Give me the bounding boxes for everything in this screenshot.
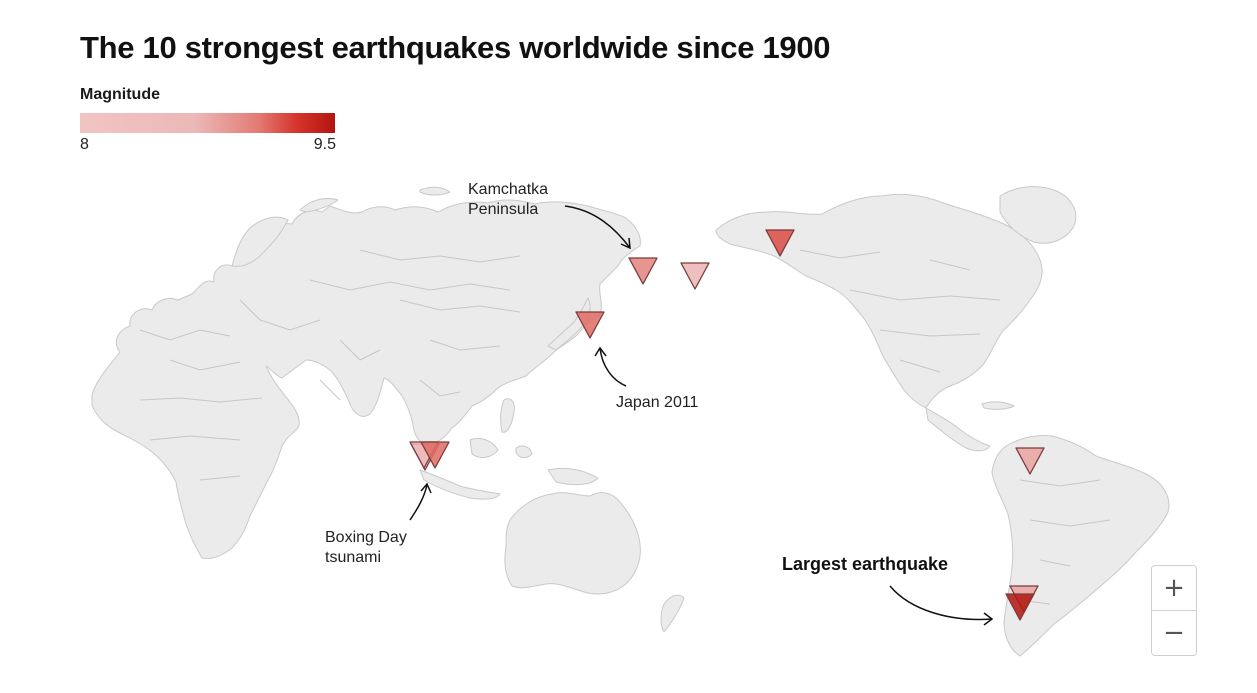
- magnitude-legend: Magnitude 8 9.5: [80, 86, 336, 154]
- earthquake-marker-icon[interactable]: Tōhoku, Japan 9.1: [575, 311, 605, 339]
- zoom-in-button[interactable]: +: [1152, 566, 1196, 610]
- eurasia-land: [91, 199, 641, 559]
- largest-arrow-icon: [889, 585, 993, 621]
- legend-min-label: 8: [80, 136, 89, 153]
- earthquake-marker-icon[interactable]: Valdivia, Chile 9.5: [1005, 593, 1035, 621]
- caribbean-land: [981, 401, 1015, 410]
- zoom-control: + −: [1151, 565, 1197, 656]
- central-america-land: [925, 407, 991, 452]
- map-title: The 10 strongest earthquakes worldwide s…: [80, 30, 831, 65]
- country-borders: [139, 249, 1111, 605]
- japan-arrowhead-icon: [594, 346, 607, 357]
- earthquake-marker-icon[interactable]: Kamchatka 9: [628, 257, 658, 285]
- earthquake-marker-icon[interactable]: Rat Islands, Alaska 8.7: [680, 262, 710, 290]
- annotation-largest-earthquake: Largest earthquake: [782, 554, 949, 574]
- largest-arrowhead-icon: [983, 612, 994, 626]
- kamchatka-arrowhead-icon: [620, 237, 631, 250]
- annotation-boxing-day: Boxing Day tsunami: [325, 529, 407, 566]
- annotation-kamchatka: Kamchatka Peninsula: [468, 181, 549, 218]
- zoom-separator: [1152, 610, 1196, 611]
- arctic-islands-land: [299, 186, 451, 213]
- new-zealand-land: [660, 594, 685, 633]
- annotation-arrows: [409, 205, 994, 626]
- legend-title: Magnitude: [80, 86, 160, 103]
- earthquake-markers[interactable]: Nias, Sumatra 8.6Indian Ocean 8.6Rat Isl…: [409, 229, 1045, 621]
- legend-color-ramp: [80, 113, 335, 133]
- earthquake-marker-icon[interactable]: Sumatra 9.1: [420, 441, 450, 469]
- kamchatka-arrow-icon: [564, 205, 631, 249]
- south-america-land: [991, 435, 1170, 657]
- japan-land: [547, 297, 591, 351]
- earthquake-marker-icon[interactable]: Alaska 9.2: [765, 229, 795, 257]
- land-layer: [91, 186, 1170, 657]
- indonesia-land: [419, 437, 599, 500]
- boxing-day-arrow-icon: [409, 484, 428, 521]
- north-america-land: [715, 193, 1043, 409]
- greenland-land: [999, 186, 1077, 244]
- annotation-japan: Japan 2011: [616, 394, 699, 411]
- philippines-land: [500, 398, 515, 433]
- zoom-out-button[interactable]: −: [1152, 611, 1196, 655]
- earthquake-marker-icon[interactable]: Ecuador–Colombia 8.8: [1015, 447, 1045, 475]
- legend-max-label: 9.5: [313, 136, 336, 153]
- australia-land: [504, 492, 641, 595]
- japan-arrow-icon: [599, 347, 627, 387]
- boxing-day-arrowhead-icon: [420, 482, 432, 494]
- scandinavia-land: [231, 216, 289, 267]
